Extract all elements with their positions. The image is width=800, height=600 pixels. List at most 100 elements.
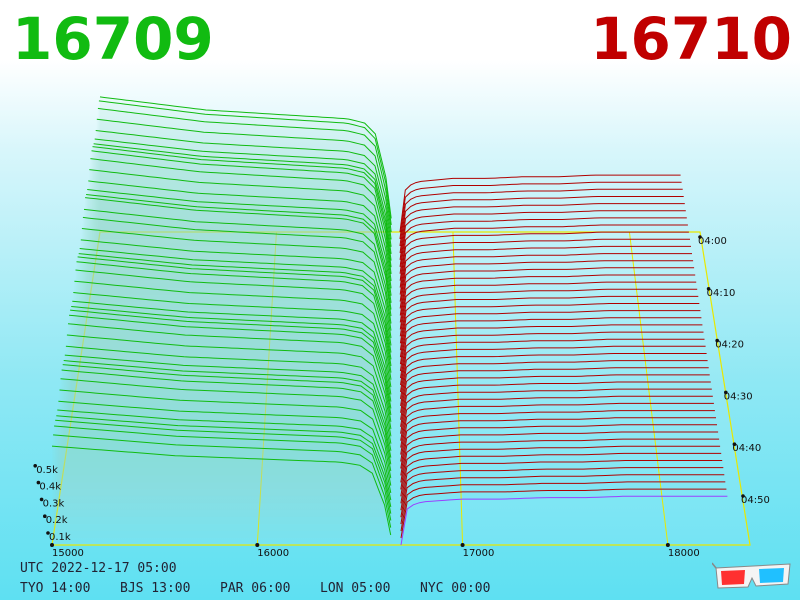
bid-slice-line (82, 216, 392, 331)
ask-slice-line (400, 324, 703, 379)
bid-slice-line (78, 253, 392, 360)
bid-slice-line (91, 150, 392, 274)
depth-tick-dot (43, 514, 47, 518)
ask-slice-line (400, 488, 727, 539)
time-tick-dot (741, 494, 745, 498)
time-tick-label: 04:00 (698, 236, 727, 247)
bid-slice-fill (69, 315, 393, 434)
bid-slice-line (88, 180, 392, 296)
bid-slice-fill (56, 415, 393, 518)
bid-slice-line (73, 292, 392, 395)
time-tick-label: 04:20 (715, 340, 744, 351)
depth-tick-label: 0.5k (36, 465, 58, 476)
time-tick-label: 04:40 (732, 443, 761, 454)
ask-slice-line (399, 188, 683, 246)
ask-slice-line (399, 260, 694, 316)
bid-slice-line (83, 208, 392, 324)
bid-slice-line (66, 334, 392, 437)
bid-slice-line (77, 256, 392, 366)
time-tick-dot (732, 442, 737, 447)
time-tick-dot (715, 338, 719, 343)
bid-slice-fill (72, 301, 393, 413)
depth-tick-label: 0.4k (39, 482, 61, 493)
bid-slice-line (61, 369, 392, 472)
ask-slice-line (400, 345, 706, 399)
bid-slice-line (62, 364, 392, 465)
ask-slice-line (399, 203, 685, 260)
bid-slice-line (93, 143, 392, 261)
ask-slice-line (399, 288, 698, 344)
x-tick-dot (255, 543, 260, 547)
timezone-tyo: TYO 14:00 (20, 581, 91, 596)
ask-slice-line (399, 231, 689, 288)
ask-slice-line (399, 224, 688, 281)
bid-slice-line (99, 96, 392, 219)
x-tick-label: 15000 (52, 548, 84, 559)
bid-slice-fill (60, 378, 393, 490)
best-ask-price: 16710 (590, 5, 792, 73)
bid-slice-line (58, 400, 392, 494)
time-tick-label: 04:50 (741, 495, 770, 506)
ask-slice-line (400, 360, 708, 413)
bid-slice-fill (73, 292, 393, 406)
bid-slice-fill (74, 281, 393, 399)
3d-glasses-icon[interactable] (712, 560, 794, 592)
timezone-bjs: BJS 13:00 (120, 581, 191, 596)
ask-slice-line (400, 495, 728, 546)
bid-slice-line (55, 419, 392, 514)
bid-slice-line (65, 345, 392, 444)
ask-slice-line (399, 253, 692, 309)
time-tick-dot (724, 390, 728, 395)
bid-slice-line (53, 434, 392, 528)
x-tick-dot (460, 543, 465, 547)
ask-slice-line (399, 174, 681, 233)
depth-tick-label: 0.1k (49, 532, 71, 543)
bid-slice-fill (89, 169, 393, 302)
time-tick-label: 04:30 (724, 391, 753, 402)
bid-slice-fill (84, 209, 393, 337)
bid-slice-line (54, 425, 392, 521)
ask-slice-line (400, 367, 709, 420)
bid-slice-line (92, 146, 392, 268)
bid-slice-fill (79, 248, 393, 365)
bid-slice-fill (81, 228, 393, 351)
ask-slice-line (400, 395, 713, 448)
bid-slice-fill (55, 420, 393, 525)
bid-slice-line (97, 107, 392, 233)
axis-labels: 15000 16000 17000 18000 0.1k 0.2k 0.3k 0.4k 0.5k… (33, 235, 770, 559)
bid-slice-line (95, 130, 392, 247)
ask-slice-line (399, 245, 691, 302)
ask-slice-line (400, 467, 724, 518)
ask-slice-line (399, 267, 695, 323)
bid-slice-fill (87, 189, 393, 316)
bid-depth-series (51, 96, 393, 545)
bid-slice-fill (90, 158, 393, 295)
ask-slice-line (400, 431, 719, 483)
bid-slice-line (56, 415, 392, 508)
bid-slice-fill (61, 370, 393, 483)
bid-slice-fill (85, 197, 393, 330)
x-tick-dot (50, 543, 54, 547)
bid-slice-fill (100, 96, 393, 233)
ask-slice-line (399, 281, 697, 337)
bid-slice-line (59, 389, 392, 486)
bid-slice-fill (97, 108, 393, 246)
ask-slice-line (399, 317, 702, 372)
bid-slice-line (72, 300, 392, 402)
ask-slice-line (400, 410, 715, 462)
time-tick-dot (698, 235, 702, 239)
ask-slice-line (400, 460, 723, 511)
bid-slice-line (98, 100, 392, 226)
time-tick-dot (706, 287, 711, 291)
ask-slice-line (400, 438, 720, 490)
bid-slice-line (69, 314, 392, 422)
ask-slice-line (399, 181, 682, 240)
bid-slice-fill (54, 426, 393, 532)
bid-slice-line (60, 378, 392, 479)
grid-line-16000 (256, 231, 277, 546)
bid-slice-line (75, 269, 392, 380)
ask-slice-line (399, 274, 696, 330)
bid-slice-fill (62, 364, 393, 476)
x-tick-label: 16000 (257, 548, 289, 559)
ask-slice-line (400, 353, 707, 406)
